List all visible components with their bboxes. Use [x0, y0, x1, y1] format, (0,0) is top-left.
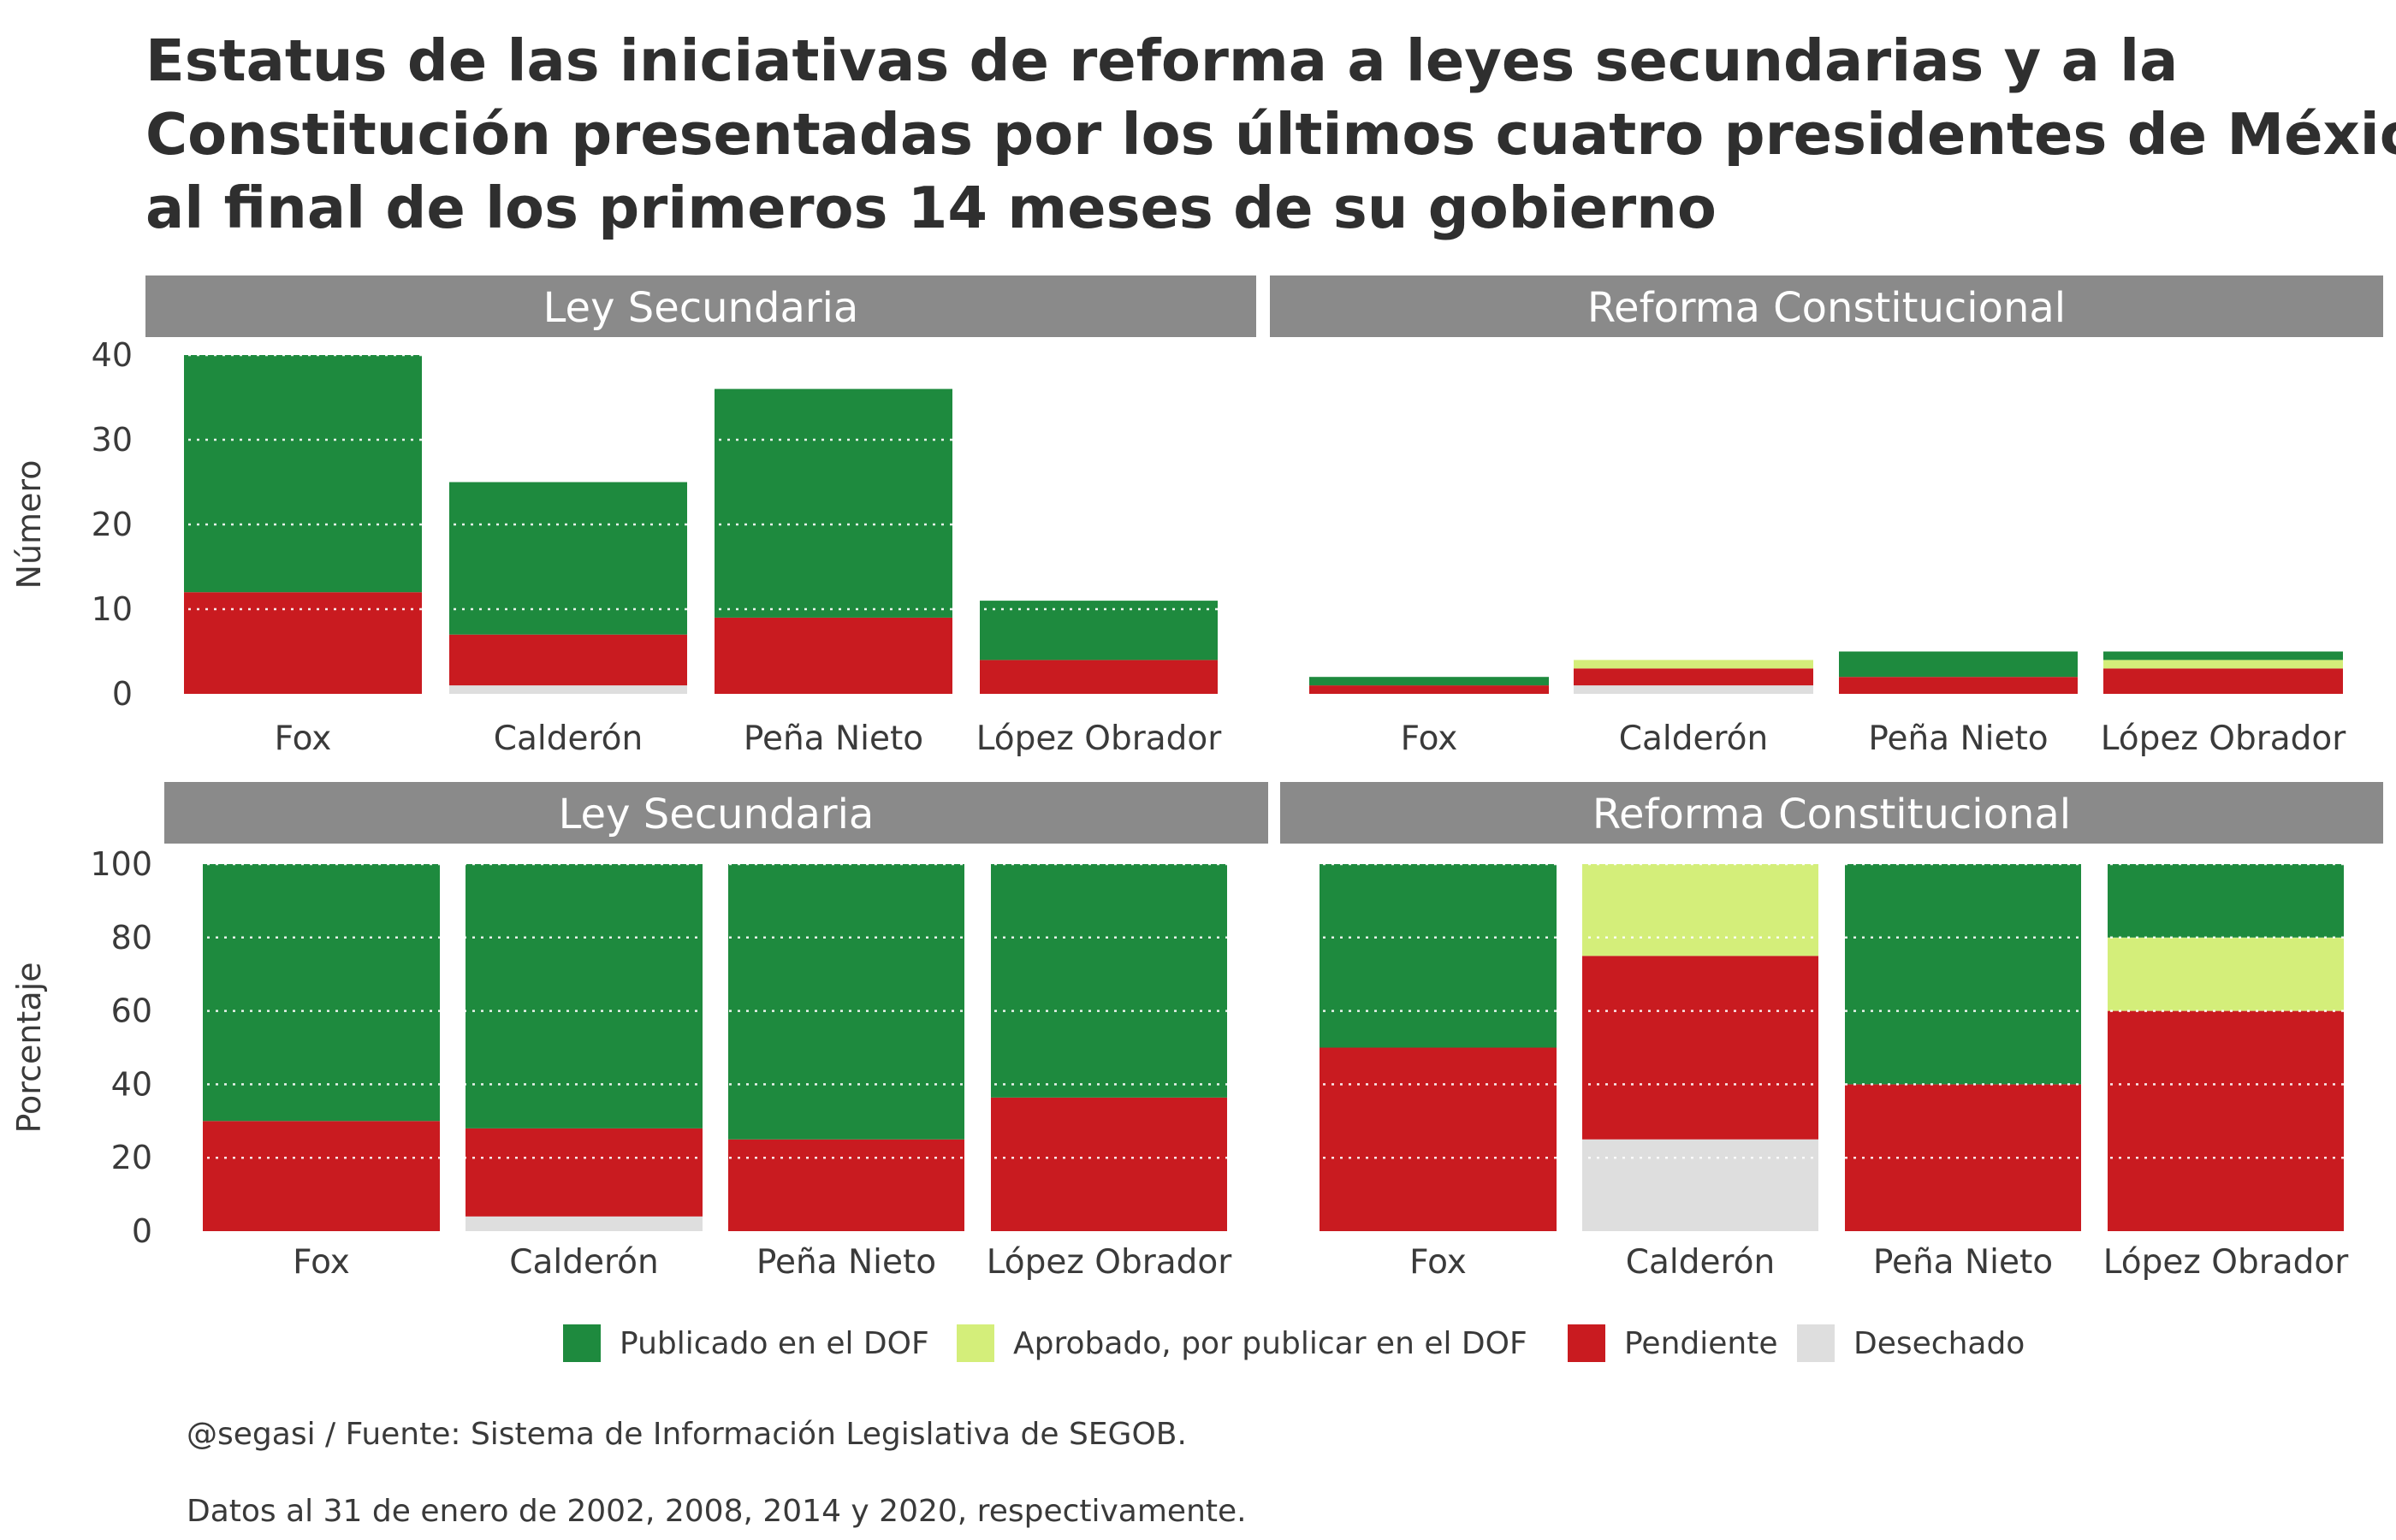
bar-count-ley-secundaria-0-1 — [184, 592, 422, 694]
bar-percent-ley-secundaria-3-1 — [991, 1097, 1227, 1231]
x-tick-label-percent-reforma-constitucional-2: Peña Nieto — [1873, 1243, 2053, 1282]
x-tick-label-count-ley-secundaria-0: Fox — [275, 720, 332, 758]
bar-count-ley-secundaria-0-3 — [184, 355, 422, 593]
strip-count-ley-secundaria — [145, 275, 1256, 337]
chart-title-line-1: Estatus de las iniciativas de reforma a … — [145, 27, 2179, 94]
bar-percent-reforma-constitucional-0-3 — [1320, 864, 1557, 1048]
x-tick-label-count-ley-secundaria-2: Peña Nieto — [744, 720, 923, 758]
legend-swatch-aprobado — [957, 1324, 994, 1362]
bar-count-reforma-constitucional-3-3 — [2103, 651, 2343, 660]
strip-label-count-ley-secundaria: Ley Secundaria — [543, 284, 859, 332]
legend-swatch-publicado — [563, 1324, 601, 1362]
y-axis-label-count: Número — [10, 460, 48, 589]
legend-swatch-desechado — [1797, 1324, 1835, 1362]
strip-label-percent-ley-secundaria: Ley Secundaria — [559, 791, 875, 838]
y-tick-label-percent-100: 100 — [90, 845, 152, 883]
legend-label-pendiente: Pendiente — [1624, 1325, 1778, 1361]
x-tick-label-percent-ley-secundaria-1: Calderón — [509, 1243, 658, 1282]
y-tick-label-count-40: 40 — [92, 336, 133, 374]
y-tick-label-percent-60: 60 — [111, 992, 152, 1030]
bar-count-reforma-constitucional-0-3 — [1309, 677, 1549, 686]
chart-title-line-3: al final de los primeros 14 meses de su … — [145, 175, 1717, 241]
y-tick-label-count-30: 30 — [92, 421, 133, 459]
bar-count-reforma-constitucional-3-2 — [2103, 660, 2343, 669]
faceted-bar-chart: Número 0 10 20 30 40 Ley Secundaria Fox Calderón… — [10, 275, 2383, 1282]
x-tick-label-percent-ley-secundaria-0: Fox — [293, 1243, 350, 1282]
y-tick-label-count-0: 0 — [112, 675, 133, 713]
bar-percent-ley-secundaria-2-1 — [728, 1139, 964, 1231]
strip-label-percent-reforma-constitucional: Reforma Constitucional — [1592, 791, 2071, 838]
x-tick-label-percent-reforma-constitucional-1: Calderón — [1626, 1243, 1775, 1282]
bar-percent-reforma-constitucional-1-2 — [1582, 864, 1818, 957]
x-tick-label-percent-ley-secundaria-2: Peña Nieto — [756, 1243, 936, 1282]
bar-count-ley-secundaria-1-3 — [449, 482, 687, 635]
bar-count-reforma-constitucional-1-2 — [1574, 660, 1813, 669]
x-tick-label-percent-reforma-constitucional-3: López Obrador — [2103, 1243, 2350, 1282]
chart-title-line-2: Constitución presentadas por los últimos… — [145, 101, 2396, 168]
x-tick-label-count-reforma-constitucional-2: Peña Nieto — [1868, 720, 2048, 758]
legend-swatch-pendiente — [1568, 1324, 1605, 1362]
bar-count-reforma-constitucional-1-0 — [1574, 685, 1813, 694]
note-caption: Datos al 31 de enero de 2002, 2008, 2014… — [187, 1494, 1247, 1529]
legend-label-publicado: Publicado en el DOF — [620, 1325, 929, 1361]
strip-count-reforma-constitucional — [1270, 275, 2383, 337]
legend-label-desechado: Desechado — [1853, 1325, 2025, 1361]
x-tick-label-count-ley-secundaria-1: Calderón — [494, 720, 643, 758]
x-tick-label-percent-reforma-constitucional-0: Fox — [1409, 1243, 1467, 1282]
bar-percent-reforma-constitucional-3-1 — [2108, 1010, 2344, 1231]
bar-percent-reforma-constitucional-3-3 — [2108, 864, 2344, 938]
bar-count-reforma-constitucional-2-3 — [1839, 651, 2078, 678]
y-tick-label-count-10: 10 — [92, 590, 133, 628]
bar-count-ley-secundaria-3-3 — [980, 601, 1218, 660]
bar-percent-reforma-constitucional-2-3 — [1845, 864, 2081, 1085]
bar-percent-ley-secundaria-1-3 — [466, 864, 703, 1128]
legend: Publicado en el DOF Aprobado, por public… — [0, 1318, 2396, 1369]
bar-percent-reforma-constitucional-1-1 — [1582, 956, 1818, 1140]
bar-count-reforma-constitucional-3-1 — [2103, 668, 2343, 694]
legend-label-aprobado: Aprobado, por publicar en el DOF — [1013, 1325, 1527, 1361]
bar-count-ley-secundaria-1-1 — [449, 634, 687, 686]
bar-percent-ley-secundaria-2-3 — [728, 864, 964, 1140]
bar-percent-reforma-constitucional-0-1 — [1320, 1047, 1557, 1231]
bar-percent-ley-secundaria-3-3 — [991, 864, 1227, 1098]
bar-count-reforma-constitucional-2-1 — [1839, 677, 2078, 694]
bar-percent-ley-secundaria-1-0 — [466, 1216, 703, 1231]
y-tick-label-percent-0: 0 — [132, 1212, 152, 1250]
bar-count-ley-secundaria-1-0 — [449, 685, 687, 694]
bar-count-ley-secundaria-2-1 — [715, 617, 952, 694]
y-axis-label-percent: Porcentaje — [10, 962, 48, 1133]
legend-item-pendiente: Pendiente — [1568, 1318, 1777, 1369]
bar-count-ley-secundaria-3-1 — [980, 660, 1218, 694]
y-tick-label-count-20: 20 — [92, 506, 133, 543]
bar-count-ley-secundaria-2-3 — [715, 388, 952, 618]
legend-item-desechado: Desechado — [1797, 1318, 2025, 1369]
x-tick-label-count-reforma-constitucional-1: Calderón — [1619, 720, 1768, 758]
x-tick-label-count-reforma-constitucional-0: Fox — [1401, 720, 1458, 758]
strip-percent-reforma-constitucional — [1280, 782, 2383, 844]
bar-percent-reforma-constitucional-1-0 — [1582, 1139, 1818, 1231]
y-tick-label-percent-40: 40 — [111, 1065, 152, 1103]
bar-count-reforma-constitucional-0-1 — [1309, 685, 1549, 694]
bar-percent-ley-secundaria-0-3 — [203, 864, 440, 1122]
legend-item-publicado: Publicado en el DOF — [563, 1318, 929, 1369]
bar-count-reforma-constitucional-1-1 — [1574, 668, 1813, 686]
y-tick-label-percent-20: 20 — [111, 1139, 152, 1176]
x-tick-label-percent-ley-secundaria-3: López Obrador — [987, 1243, 1233, 1282]
strip-percent-ley-secundaria — [164, 782, 1268, 844]
x-tick-label-count-reforma-constitucional-3: López Obrador — [2101, 720, 2347, 758]
bar-percent-reforma-constitucional-3-2 — [2108, 937, 2344, 1011]
bar-percent-ley-secundaria-0-1 — [203, 1121, 440, 1231]
bar-percent-ley-secundaria-1-1 — [466, 1128, 703, 1217]
legend-item-aprobado: Aprobado, por publicar en el DOF — [957, 1318, 1527, 1369]
source-caption: @segasi / Fuente: Sistema de Información… — [187, 1417, 1187, 1452]
y-tick-label-percent-80: 80 — [111, 919, 152, 957]
chart-title: Estatus de las iniciativas de reforma a … — [145, 24, 2396, 245]
x-tick-label-count-ley-secundaria-3: López Obrador — [976, 720, 1223, 758]
strip-label-count-reforma-constitucional: Reforma Constitucional — [1587, 284, 2066, 332]
